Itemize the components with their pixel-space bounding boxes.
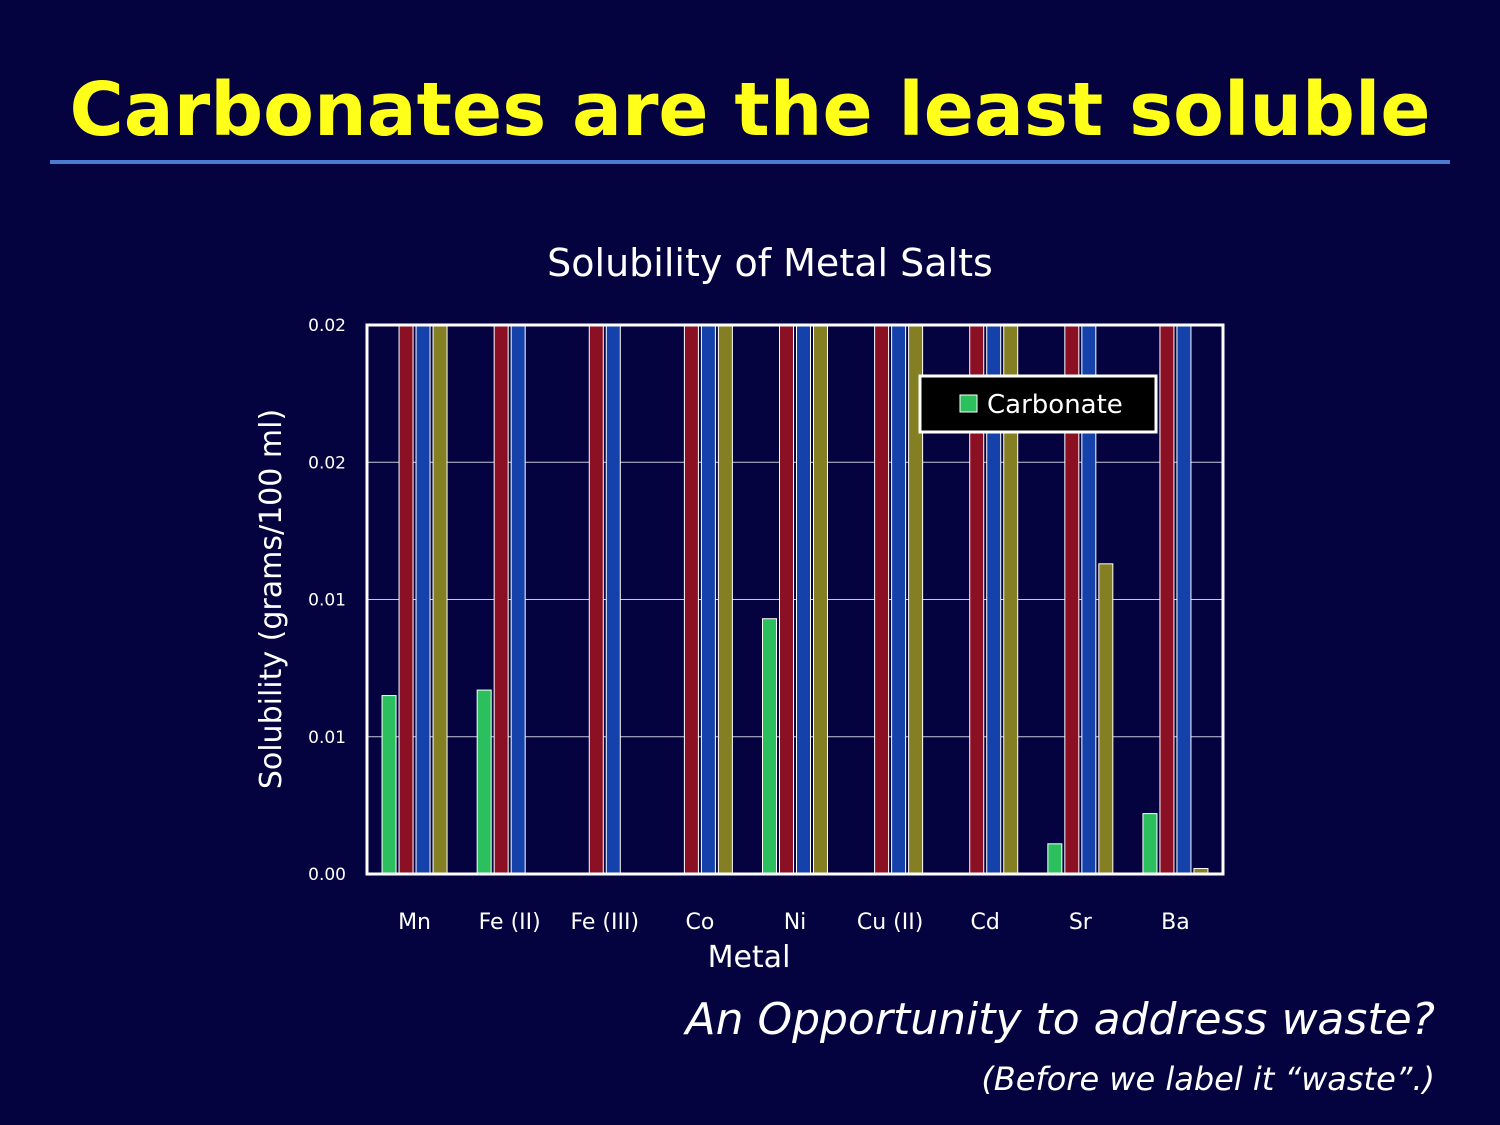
chart-title: Solubility of Metal Salts bbox=[547, 241, 993, 285]
x-axis-categories: Mn Fe (II) Fe (III) Co Ni Cu (II) Cd Sr Ba bbox=[398, 910, 1190, 935]
legend-swatch-carbonate bbox=[959, 394, 978, 413]
legend-label-carbonate: Carbonate bbox=[987, 390, 1123, 420]
y-axis-ticks: 0.00 0.01 0.01 0.02 0.02 bbox=[308, 316, 346, 885]
bar-series-2-ni bbox=[779, 324, 794, 875]
bar-series-3-ni bbox=[796, 324, 811, 875]
bar-series-2-cu-ii bbox=[874, 324, 890, 875]
tagline: An Opportunity to address waste? bbox=[685, 994, 1435, 1045]
y-axis-title: Solubility (grams/100 ml) bbox=[254, 409, 289, 789]
bar-series-3-ba bbox=[1176, 324, 1192, 875]
y-tick-label: 0.01 bbox=[308, 591, 346, 611]
title-divider bbox=[50, 160, 1450, 164]
x-tick-label: Sr bbox=[1069, 910, 1093, 935]
legend-box bbox=[918, 374, 1158, 434]
bar-series-2-co bbox=[683, 324, 699, 875]
plot-area-border bbox=[365, 323, 1225, 876]
x-tick-label: Ni bbox=[784, 910, 807, 935]
x-tick-label: Fe (II) bbox=[479, 910, 541, 935]
y-tick-label: 0.02 bbox=[308, 453, 346, 473]
x-axis-title: Metal bbox=[708, 940, 791, 975]
x-tick-label: Co bbox=[685, 910, 714, 935]
bar-series-3-mn bbox=[415, 324, 431, 875]
bar-series-4-sr bbox=[1098, 563, 1114, 875]
x-tick-label: Cd bbox=[971, 910, 1000, 935]
bar-series-4-ni bbox=[813, 324, 828, 875]
bar-series-2-ba bbox=[1159, 324, 1175, 875]
bar-series-4-mn bbox=[432, 324, 448, 875]
slide-title: Carbonates are the least soluble bbox=[69, 67, 1431, 153]
x-tick-label: Mn bbox=[398, 910, 431, 935]
bar-carbonate-sr bbox=[1047, 843, 1063, 875]
legend: Carbonate bbox=[918, 374, 1158, 434]
bar-series-3-fe-iii bbox=[605, 324, 621, 875]
bar-series-2-mn bbox=[398, 324, 414, 875]
x-tick-label: Cu (II) bbox=[857, 910, 923, 935]
y-tick-label: 0.01 bbox=[308, 728, 346, 748]
bar-series-4-co bbox=[717, 324, 733, 875]
bar-series-2-fe-iii bbox=[588, 324, 604, 875]
tagline-note: (Before we label it “waste”.) bbox=[981, 1060, 1435, 1098]
bar-series-3-cu-ii bbox=[891, 324, 907, 875]
bar-series-2-fe-ii bbox=[493, 324, 509, 875]
x-tick-label: Ba bbox=[1161, 910, 1190, 935]
y-tick-label: 0.02 bbox=[308, 316, 346, 336]
x-tick-label: Fe (III) bbox=[570, 910, 639, 935]
bar-carbonate-fe-ii bbox=[476, 689, 492, 875]
bar-carbonate-mn bbox=[381, 695, 397, 875]
bar-carbonate-ni bbox=[762, 618, 777, 875]
bar-series-3-co bbox=[700, 324, 716, 875]
y-tick-label: 0.00 bbox=[308, 865, 346, 885]
bars bbox=[381, 324, 1209, 875]
gridlines bbox=[367, 461, 1223, 738]
bar-series-3-fe-ii bbox=[510, 324, 526, 875]
bar-carbonate-ba bbox=[1142, 813, 1158, 875]
